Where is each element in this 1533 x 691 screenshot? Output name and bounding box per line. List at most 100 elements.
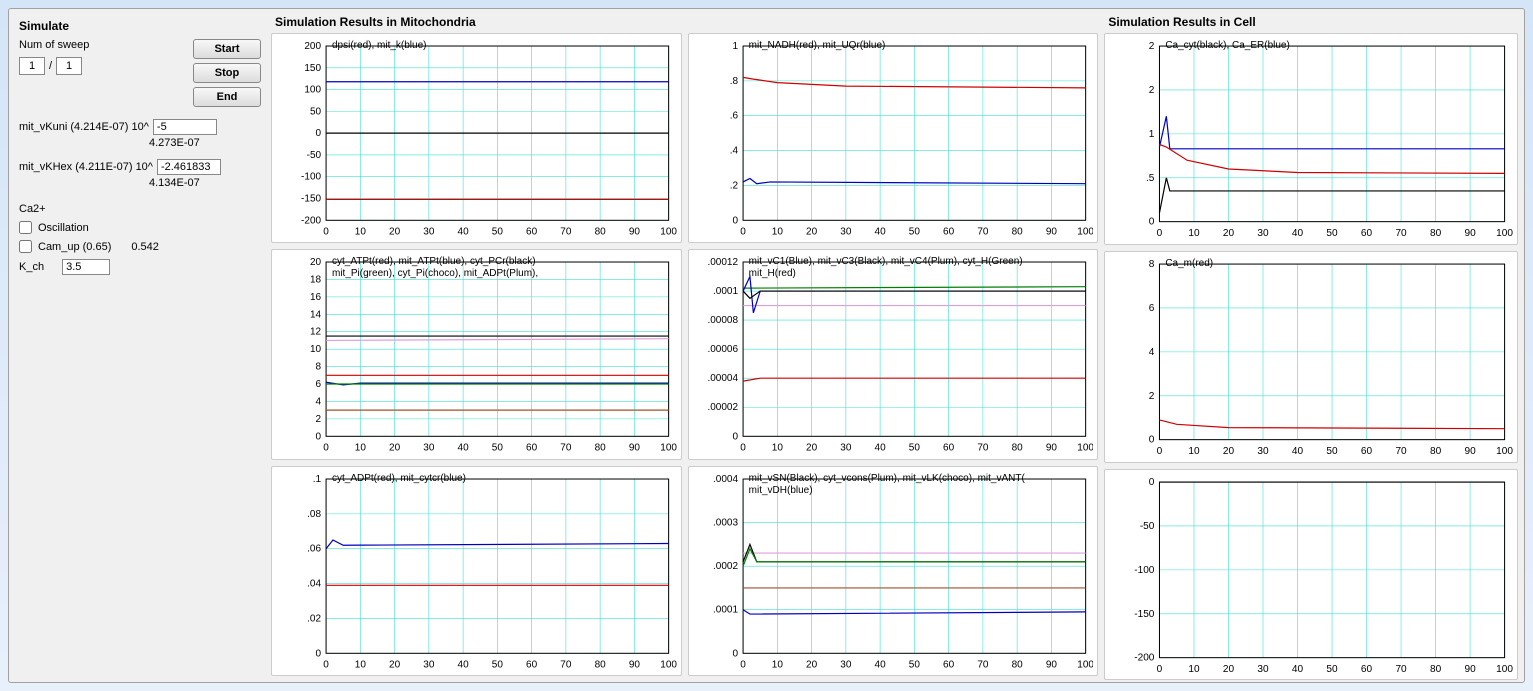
svg-text:90: 90 (1465, 446, 1477, 457)
svg-text:0: 0 (1149, 435, 1155, 446)
oscillation-checkbox[interactable] (19, 221, 32, 234)
svg-text:70: 70 (560, 226, 572, 237)
svg-text:0: 0 (732, 432, 738, 443)
sweep-separator: / (49, 60, 52, 72)
sweep-total-input[interactable] (56, 57, 82, 75)
mito-column: Simulation Results in Mitochondria dpsi(… (271, 15, 1098, 676)
svg-text:0: 0 (1157, 446, 1163, 457)
svg-text:2: 2 (1149, 41, 1155, 52)
svg-text:30: 30 (840, 443, 852, 454)
svg-text:40: 40 (458, 226, 470, 237)
sweep-current-input[interactable] (19, 57, 45, 75)
chart-m5: cyt_ADPt(red), mit_cytcr(blue)0102030405… (271, 466, 682, 676)
svg-text:40: 40 (458, 659, 470, 670)
svg-text:.00002: .00002 (707, 403, 738, 414)
param-vkhex-label: mit_vKHex (4.211E-07) 10^ (19, 161, 153, 173)
svg-text:.06: .06 (307, 543, 321, 554)
svg-text:0: 0 (740, 659, 746, 670)
svg-text:60: 60 (943, 226, 955, 237)
camup-value: 0.542 (131, 241, 159, 253)
svg-text:-50: -50 (307, 150, 322, 161)
svg-text:40: 40 (874, 226, 886, 237)
svg-text:0: 0 (740, 443, 746, 454)
svg-text:50: 50 (908, 659, 920, 670)
svg-text:.0002: .0002 (713, 561, 738, 572)
app-window: Simulate Num of sweep / Start Stop End m… (8, 8, 1525, 683)
mito-title: Simulation Results in Mitochondria (271, 15, 1098, 29)
svg-text:.2: .2 (729, 180, 738, 191)
svg-text:70: 70 (977, 226, 989, 237)
svg-text:4: 4 (316, 397, 322, 408)
svg-text:.0003: .0003 (713, 517, 738, 528)
svg-text:-100: -100 (301, 172, 321, 183)
svg-text:100: 100 (1077, 443, 1093, 454)
chart-m1: dpsi(red), mit_k(blue)010203040506070809… (271, 33, 682, 243)
svg-text:0: 0 (1149, 477, 1155, 488)
svg-text:.08: .08 (307, 509, 321, 520)
svg-text:50: 50 (1327, 446, 1339, 457)
svg-text:10: 10 (771, 659, 783, 670)
svg-text:100: 100 (660, 443, 676, 454)
svg-text:50: 50 (908, 226, 920, 237)
sweep-label: Num of sweep (19, 39, 185, 51)
svg-text:0: 0 (740, 226, 746, 237)
svg-text:100: 100 (1077, 659, 1093, 670)
svg-text:.00004: .00004 (707, 374, 738, 385)
svg-text:.00006: .00006 (707, 344, 738, 355)
cell-column: Simulation Results in Cell Ca_cyt(black)… (1104, 15, 1518, 676)
svg-text:-100: -100 (1135, 565, 1156, 576)
svg-text:80: 80 (1430, 663, 1442, 674)
stop-button[interactable]: Stop (193, 63, 261, 83)
chart-title: Ca_m(red) (1165, 258, 1213, 270)
svg-text:70: 70 (977, 443, 989, 454)
chart-title: Ca_cyt(black), Ca_ER(blue) (1165, 40, 1290, 52)
svg-text:6: 6 (1149, 303, 1155, 314)
svg-text:70: 70 (1396, 663, 1408, 674)
svg-text:.04: .04 (307, 578, 321, 589)
chart-title: mit_vC1(Blue), mit_vC3(Black), mit_vC4(P… (749, 256, 1023, 280)
svg-text:30: 30 (1258, 663, 1270, 674)
svg-text:.02: .02 (307, 613, 321, 624)
svg-text:100: 100 (1497, 446, 1513, 457)
param-vkhex-input[interactable] (157, 159, 221, 175)
svg-text:50: 50 (310, 106, 322, 117)
svg-text:20: 20 (1223, 663, 1235, 674)
svg-text:-150: -150 (1135, 608, 1156, 619)
cell-title: Simulation Results in Cell (1104, 15, 1518, 29)
svg-text:10: 10 (771, 226, 783, 237)
svg-text:18: 18 (310, 275, 322, 286)
svg-text:200: 200 (304, 41, 321, 52)
param-vkuni-result: 4.273E-07 (149, 137, 261, 149)
svg-text:50: 50 (492, 443, 504, 454)
kch-input[interactable] (62, 259, 110, 275)
svg-text:0: 0 (1157, 228, 1163, 239)
svg-text:.0001: .0001 (713, 604, 738, 615)
svg-text:.8: .8 (729, 76, 738, 87)
svg-text:60: 60 (943, 659, 955, 670)
start-button[interactable]: Start (193, 39, 261, 59)
param-vkuni-input[interactable] (153, 119, 217, 135)
svg-text:90: 90 (629, 443, 641, 454)
param-vkuni-label: mit_vKuni (4.214E-07) 10^ (19, 121, 149, 133)
ca-title: Ca2+ (19, 203, 261, 215)
svg-text:150: 150 (304, 63, 321, 74)
svg-text:0: 0 (316, 432, 322, 443)
svg-text:10: 10 (1189, 228, 1201, 239)
svg-text:80: 80 (1430, 228, 1442, 239)
svg-text:1: 1 (732, 41, 738, 52)
svg-text:40: 40 (458, 443, 470, 454)
camup-checkbox[interactable] (19, 240, 32, 253)
svg-text:80: 80 (1430, 446, 1442, 457)
svg-text:.0001: .0001 (713, 286, 738, 297)
camup-label: Cam_up (0.65) (38, 241, 111, 253)
param-vkhex-result: 4.134E-07 (149, 177, 261, 189)
svg-text:30: 30 (423, 443, 435, 454)
end-button[interactable]: End (193, 87, 261, 107)
svg-text:90: 90 (629, 659, 641, 670)
svg-text:60: 60 (526, 226, 538, 237)
svg-text:100: 100 (660, 659, 676, 670)
chart-m3: cyt_ATPt(red), mit_ATPt(blue), cyt_PCr(b… (271, 249, 682, 459)
svg-text:10: 10 (771, 443, 783, 454)
svg-text:2: 2 (1149, 391, 1155, 402)
svg-text:20: 20 (389, 226, 401, 237)
